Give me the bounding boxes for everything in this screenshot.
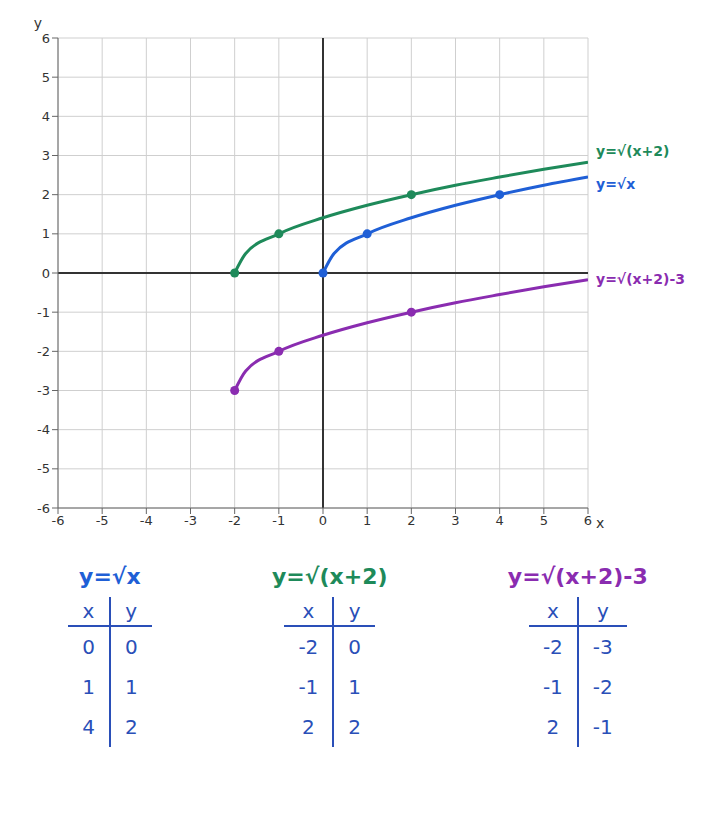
svg-text:-3: -3 [37, 383, 50, 398]
html-text:-2: -2 [592, 675, 613, 699]
html-text:y: y [125, 599, 138, 623]
html-text:-1: -1 [592, 715, 613, 739]
html-text:-2: -2 [542, 635, 563, 659]
html-text:0: 0 [82, 635, 95, 659]
svg-text:2: 2 [407, 513, 415, 528]
svg-text:3: 3 [451, 513, 459, 528]
html-text:y: y [596, 599, 609, 623]
svg-text:y=√x: y=√x [596, 176, 635, 192]
svg-text:5: 5 [540, 513, 548, 528]
svg-text:3: 3 [42, 148, 50, 163]
svg-text:-1: -1 [272, 513, 285, 528]
html-text:2: 2 [124, 715, 138, 739]
html-text:1: 1 [124, 675, 138, 699]
html-text:-2: -2 [298, 635, 319, 659]
svg-text:-5: -5 [37, 461, 50, 476]
html-text:1: 1 [82, 675, 95, 699]
svg-text:1: 1 [363, 513, 371, 528]
svg-text:-6: -6 [52, 513, 65, 528]
html-text:y=√x: y=√x [79, 564, 141, 589]
svg-text:6: 6 [584, 513, 592, 528]
svg-text:-1: -1 [37, 305, 50, 320]
html-text:2: 2 [348, 715, 362, 739]
html-text:0: 0 [124, 635, 138, 659]
html-text:x: x [546, 599, 559, 623]
svg-text:y=√(x+2)-3: y=√(x+2)-3 [596, 271, 685, 287]
html-text:0: 0 [348, 635, 362, 659]
html-text:2: 2 [546, 715, 560, 739]
html-text:y: y [348, 599, 361, 623]
svg-text:5: 5 [42, 70, 50, 85]
svg-text:y: y [34, 15, 42, 31]
svg-text:-5: -5 [96, 513, 109, 528]
svg-text:-6: -6 [37, 501, 50, 516]
html-text:y=√(x+2)-3: y=√(x+2)-3 [507, 564, 648, 589]
svg-text:4: 4 [42, 109, 50, 124]
html-text:4: 4 [82, 715, 95, 739]
svg-text:0: 0 [42, 266, 50, 281]
svg-text:0: 0 [319, 513, 327, 528]
svg-text:y=√(x+2): y=√(x+2) [596, 143, 670, 159]
html-text:-1: -1 [542, 675, 563, 699]
html-text:2: 2 [302, 715, 315, 739]
svg-text:-2: -2 [228, 513, 241, 528]
html-text:-3: -3 [592, 635, 613, 659]
svg-text:2: 2 [42, 187, 50, 202]
html-text:x: x [302, 599, 315, 623]
html-text:x: x [82, 599, 95, 623]
html-text:-1: -1 [298, 675, 319, 699]
html-text:y=√(x+2): y=√(x+2) [272, 564, 388, 589]
svg-text:6: 6 [42, 31, 50, 46]
svg-text:1: 1 [42, 226, 50, 241]
html-text:1: 1 [348, 675, 362, 699]
svg-text:-2: -2 [37, 344, 50, 359]
svg-text:4: 4 [496, 513, 504, 528]
svg-text:-4: -4 [140, 513, 153, 528]
svg-text:x: x [596, 515, 604, 531]
svg-text:-3: -3 [184, 513, 197, 528]
svg-text:-4: -4 [37, 422, 50, 437]
